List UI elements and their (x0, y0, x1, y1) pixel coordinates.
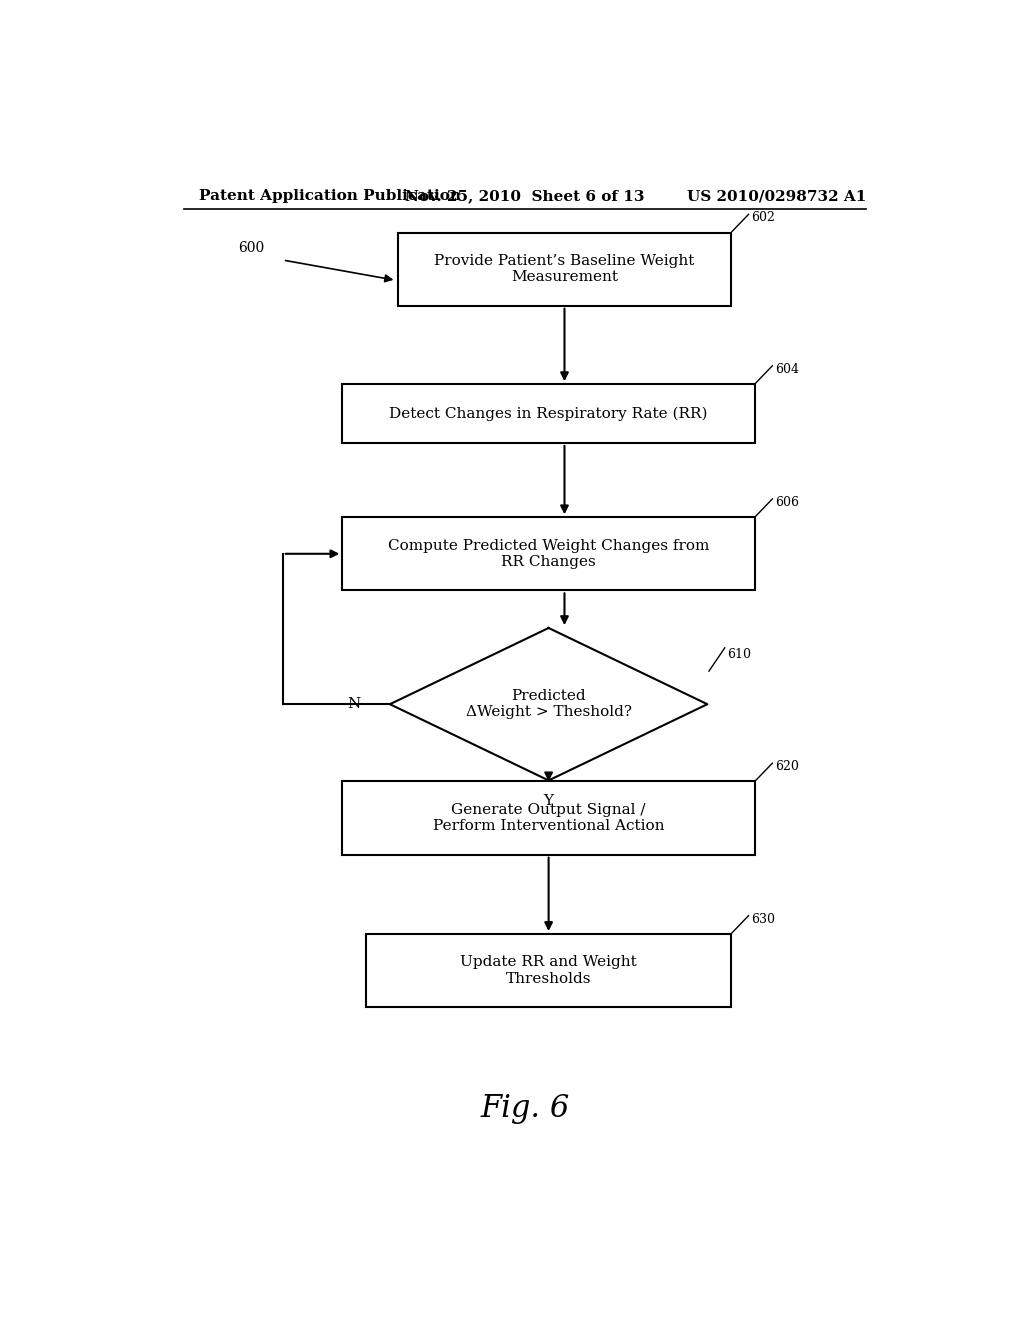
Bar (342, 517, 755, 590)
Text: N: N (347, 697, 360, 711)
Bar (342, 781, 755, 854)
Text: 606: 606 (775, 496, 799, 510)
Text: Patent Application Publication: Patent Application Publication (200, 189, 462, 203)
Text: Fig. 6: Fig. 6 (480, 1093, 569, 1125)
Text: 604: 604 (775, 363, 799, 376)
Text: Predicted
ΔWeight > Theshold?: Predicted ΔWeight > Theshold? (466, 689, 632, 719)
Polygon shape (390, 628, 708, 780)
Text: 620: 620 (775, 760, 799, 774)
Text: US 2010/0298732 A1: US 2010/0298732 A1 (687, 189, 866, 203)
Bar (367, 935, 731, 1007)
Text: 602: 602 (751, 211, 775, 224)
Text: Nov. 25, 2010  Sheet 6 of 13: Nov. 25, 2010 Sheet 6 of 13 (406, 189, 644, 203)
Text: Y: Y (544, 793, 554, 808)
Text: 610: 610 (727, 648, 752, 661)
Text: Detect Changes in Respiratory Rate (RR): Detect Changes in Respiratory Rate (RR) (389, 407, 708, 421)
Text: Generate Output Signal /
Perform Interventional Action: Generate Output Signal / Perform Interve… (433, 803, 665, 833)
Bar (397, 232, 731, 306)
Text: 630: 630 (751, 913, 775, 925)
Bar (342, 384, 755, 444)
Text: Update RR and Weight
Thresholds: Update RR and Weight Thresholds (460, 956, 637, 986)
Text: Provide Patient’s Baseline Weight
Measurement: Provide Patient’s Baseline Weight Measur… (434, 253, 694, 284)
Text: Compute Predicted Weight Changes from
RR Changes: Compute Predicted Weight Changes from RR… (388, 539, 710, 569)
Text: 600: 600 (238, 240, 264, 255)
